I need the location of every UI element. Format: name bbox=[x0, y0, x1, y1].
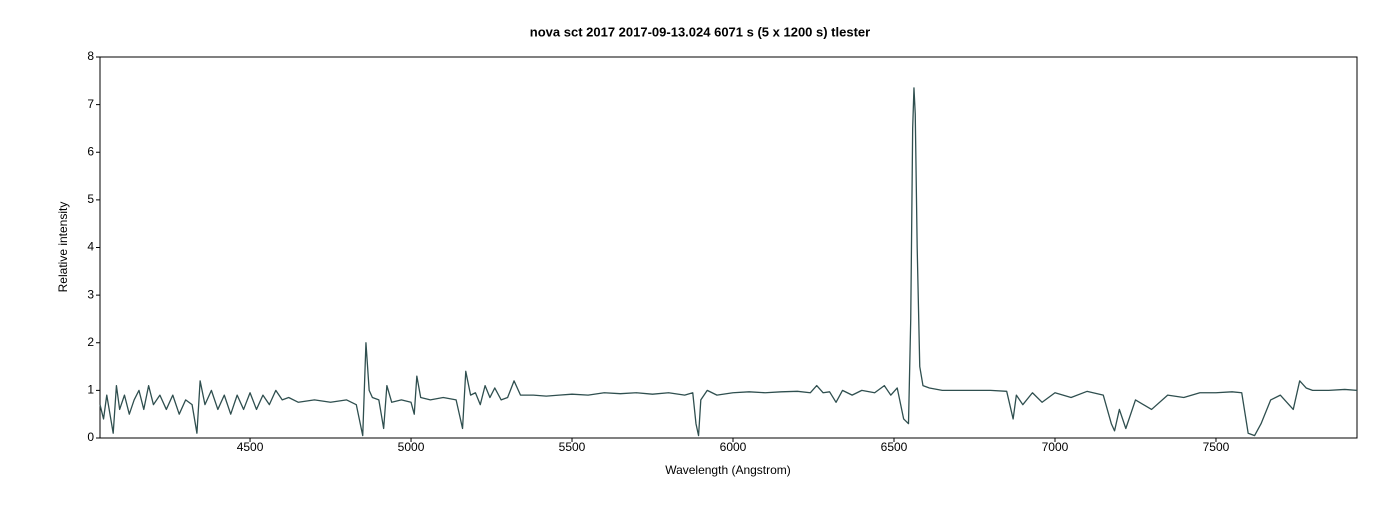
y-tick-label: 2 bbox=[87, 335, 94, 349]
x-tick-label: 6500 bbox=[881, 440, 908, 454]
x-tick-label: 5500 bbox=[559, 440, 586, 454]
x-axis-label: Wavelength (Angstrom) bbox=[665, 463, 791, 477]
x-tick-label: 7000 bbox=[1042, 440, 1069, 454]
y-tick-label: 1 bbox=[87, 383, 94, 397]
x-tick-label: 5000 bbox=[398, 440, 425, 454]
y-tick-label: 0 bbox=[87, 430, 94, 444]
x-tick-label: 6000 bbox=[720, 440, 747, 454]
y-tick-label: 4 bbox=[87, 240, 94, 254]
x-tick-label: 7500 bbox=[1203, 440, 1230, 454]
y-tick-label: 3 bbox=[87, 287, 94, 301]
y-tick-label: 5 bbox=[87, 192, 94, 206]
spectrum-line bbox=[99, 87, 1358, 437]
chart-title: nova sct 2017 2017-09-13.024 6071 s (5 x… bbox=[530, 24, 870, 39]
x-tick-label: 4500 bbox=[237, 440, 264, 454]
y-axis-label: Relative intensity bbox=[56, 202, 70, 293]
y-tick-label: 7 bbox=[87, 97, 94, 111]
y-tick-label: 8 bbox=[87, 49, 94, 63]
y-tick-label: 6 bbox=[87, 144, 94, 158]
